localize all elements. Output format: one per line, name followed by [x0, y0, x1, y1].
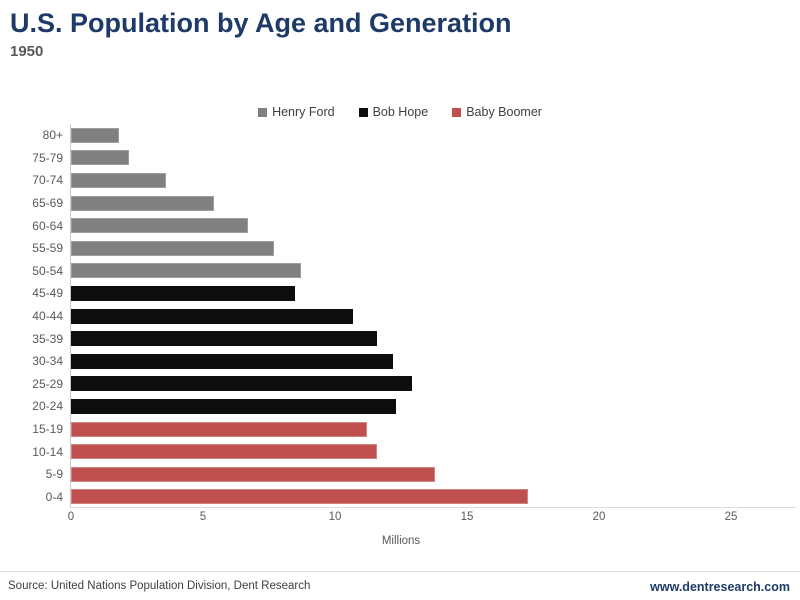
- y-axis-label: 35-39: [32, 331, 63, 346]
- bar-80+-henry-ford: [71, 127, 119, 143]
- x-axis-label-row: Millions: [71, 531, 731, 549]
- bar-65-69-henry-ford: [71, 195, 214, 211]
- bar-track: [70, 169, 800, 192]
- bar-30-34-bob-hope: [71, 353, 393, 369]
- legend-marker-red-icon: [452, 107, 462, 117]
- y-axis-label: 5-9: [45, 467, 63, 482]
- legend-item-henry-ford: Henry Ford: [258, 105, 335, 119]
- bar-40-44-bob-hope: [71, 308, 353, 324]
- chart-row: 30-34: [0, 349, 800, 373]
- bar-15-19-baby-boomer: [71, 421, 367, 437]
- bar-track: [70, 146, 800, 170]
- bar-track: [70, 349, 800, 373]
- chart-row: 0-4: [0, 485, 800, 509]
- bar-track: [70, 372, 800, 396]
- y-axis-label: 50-54: [32, 263, 63, 278]
- y-axis-label: 45-49: [32, 286, 63, 301]
- y-axis-label: 15-19: [32, 422, 63, 437]
- source-note: Source: United Nations Population Divisi…: [8, 580, 311, 592]
- bar-track: [70, 191, 800, 215]
- x-axis-tick-5: 5: [199, 511, 207, 524]
- legend-item-baby-boomer: Baby Boomer: [452, 105, 542, 119]
- y-axis-label: 70-74: [32, 173, 63, 188]
- chart-title: U.S. Population by Age and Generation: [10, 8, 512, 38]
- plot-area: 80+ 75-79 70-74 65-69 60-64 55-59 50-54 45-49 40…: [0, 124, 800, 509]
- bar-45-49-bob-hope: [71, 285, 295, 301]
- y-axis-label: 10-14: [32, 444, 63, 459]
- bar-track: [70, 214, 800, 237]
- y-axis-label: 40-44: [32, 309, 63, 324]
- chart-row: 5-9: [0, 462, 800, 486]
- bar-track: [70, 417, 800, 441]
- y-axis-label: 75-79: [32, 150, 63, 165]
- bar-track: [70, 485, 800, 509]
- bar-track: [70, 259, 800, 283]
- bar-track: [70, 395, 800, 418]
- bar-track: [70, 236, 800, 260]
- y-axis-label: 20-24: [32, 399, 63, 414]
- chart-row: 10-14: [0, 440, 800, 463]
- bar-35-39-bob-hope: [71, 331, 377, 347]
- bar-5-9-baby-boomer: [71, 466, 435, 482]
- bar-0-4-baby-boomer: [71, 489, 528, 505]
- y-axis-label: 60-64: [32, 218, 63, 233]
- bar-track: [70, 124, 800, 147]
- bar-20-24-bob-hope: [71, 398, 396, 414]
- y-axis-label: 80+: [42, 128, 63, 143]
- x-axis-label: Millions: [381, 535, 421, 548]
- bar-60-64-henry-ford: [71, 218, 248, 234]
- legend-marker-gray-icon: [258, 107, 268, 117]
- bar-track: [70, 462, 800, 486]
- chart-row: 60-64: [0, 214, 800, 237]
- x-axis-tick-25: 25: [724, 511, 738, 524]
- chart-row: 15-19: [0, 417, 800, 441]
- x-axis-ticks: 0 5 10 15 20 25: [67, 511, 800, 527]
- chart-row: 35-39: [0, 327, 800, 350]
- y-axis-label: 0-4: [45, 489, 63, 504]
- bar-track: [70, 327, 800, 350]
- bar-track: [70, 440, 800, 463]
- bar-70-74-henry-ford: [71, 172, 166, 188]
- chart-row: 80+: [0, 124, 800, 147]
- y-axis-label: 65-69: [32, 196, 63, 211]
- chart-subtitle: 1950: [10, 43, 44, 61]
- bar-55-59-henry-ford: [71, 240, 274, 256]
- y-axis-label: 25-29: [32, 376, 63, 391]
- legend-marker-black-icon: [358, 107, 368, 117]
- website-link[interactable]: www.dentresearch.com: [650, 580, 790, 594]
- chart-row: 50-54: [0, 259, 800, 283]
- y-axis-label: 55-59: [32, 241, 63, 256]
- x-axis-tick-15: 15: [460, 511, 474, 524]
- chart-row: 45-49: [0, 282, 800, 305]
- bar-10-14-baby-boomer: [71, 444, 377, 460]
- y-axis-label: 30-34: [32, 354, 63, 369]
- x-axis-tick-10: 10: [328, 511, 342, 524]
- chart-row: 75-79: [0, 146, 800, 170]
- bar-50-54-henry-ford: [71, 263, 301, 279]
- bar-25-29-bob-hope: [71, 376, 412, 392]
- chart-legend: Henry Ford Bob Hope Baby Boomer: [0, 105, 800, 119]
- chart-row: 55-59: [0, 236, 800, 260]
- chart-row: 40-44: [0, 304, 800, 328]
- bar-track: [70, 304, 800, 328]
- bar-chart: 80+ 75-79 70-74 65-69 60-64 55-59 50-54 45-49 40…: [0, 124, 800, 549]
- footer: Source: United Nations Population Divisi…: [0, 571, 800, 594]
- legend-item-bob-hope: Bob Hope: [358, 105, 429, 119]
- chart-row: 25-29: [0, 372, 800, 396]
- legend-label: Baby Boomer: [466, 105, 542, 119]
- bar-track: [70, 282, 800, 305]
- legend-label: Bob Hope: [372, 105, 429, 119]
- chart-header: U.S. Population by Age and Generation 19…: [10, 8, 512, 60]
- bar-75-79-henry-ford: [71, 150, 129, 166]
- x-axis-tick-0: 0: [67, 511, 75, 524]
- legend-label: Henry Ford: [272, 105, 335, 119]
- chart-row: 20-24: [0, 395, 800, 418]
- x-axis-tick-20: 20: [592, 511, 606, 524]
- chart-row: 70-74: [0, 169, 800, 192]
- chart-row: 65-69: [0, 191, 800, 215]
